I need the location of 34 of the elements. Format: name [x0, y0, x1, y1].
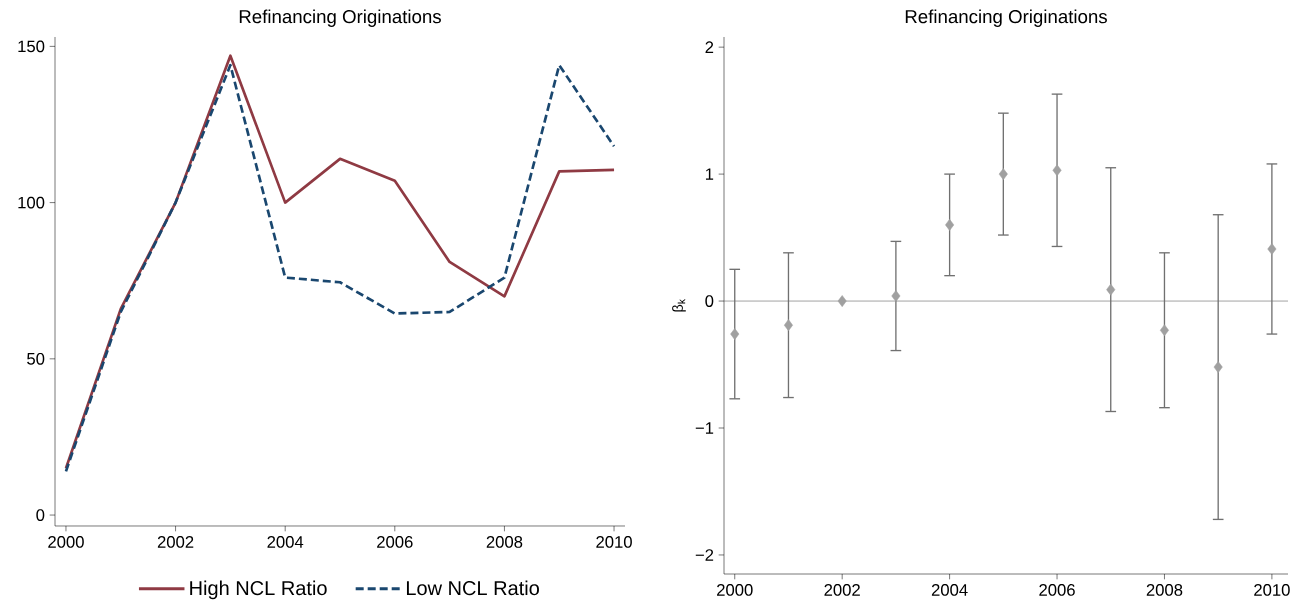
- y-tick-label: 0: [705, 295, 714, 307]
- x-tick-label: 2010: [1254, 584, 1290, 596]
- legend-label: Low NCL Ratio: [406, 580, 539, 596]
- x-tick-label: 2004: [931, 584, 968, 596]
- y-tick-label: −1: [695, 422, 714, 434]
- point: [891, 290, 901, 302]
- y-tick-label: 50: [27, 352, 45, 365]
- point: [1213, 361, 1223, 373]
- x-tick-label: 2002: [824, 584, 860, 596]
- x-tick-label: 2008: [1146, 584, 1183, 596]
- x-tick-label: 2004: [267, 536, 304, 548]
- point: [998, 168, 1008, 180]
- x-tick-label: 2006: [1039, 584, 1075, 596]
- point: [1267, 243, 1277, 255]
- y-axis-title: β$_{k}$: [672, 299, 686, 312]
- chart-title: Refinancing Originations: [905, 9, 1107, 27]
- y-tick-label: 2: [705, 41, 714, 53]
- x-tick-label: 2010: [596, 536, 632, 548]
- y-tick-label: 1: [705, 168, 714, 180]
- y-tick-label: −2: [695, 549, 714, 561]
- legend-label: High NCL Ratio: [190, 580, 327, 600]
- x-tick-label: 2000: [48, 536, 84, 548]
- point: [730, 328, 740, 340]
- y-tick-label: 0: [36, 509, 45, 521]
- x-tick-label: 2008: [486, 536, 523, 548]
- x-tick-label: 2002: [157, 536, 194, 548]
- x-tick-label: 2006: [377, 536, 413, 548]
- chart-title: Refinancing Originations: [239, 9, 441, 27]
- x-tick-label: 2000: [717, 584, 753, 596]
- point: [1106, 283, 1116, 296]
- point: [837, 295, 847, 307]
- point: [945, 219, 955, 231]
- y-tick-label: 150: [18, 40, 45, 53]
- y-tick-label: 100: [18, 196, 45, 209]
